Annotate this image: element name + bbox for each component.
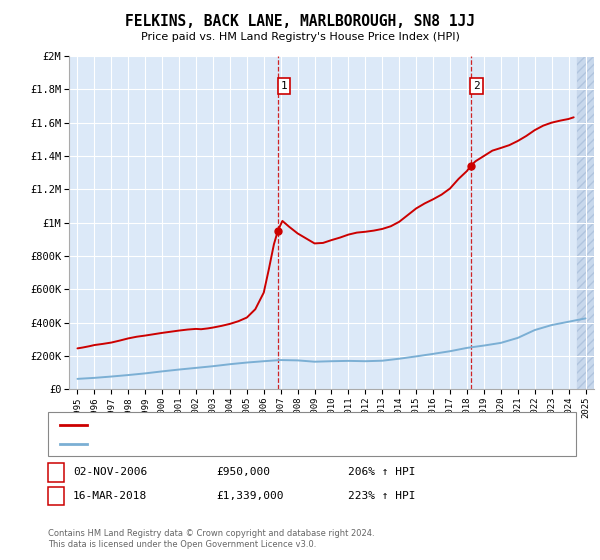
Text: £950,000: £950,000 [216, 468, 270, 477]
Text: HPI: Average price, detached house, Wiltshire: HPI: Average price, detached house, Wilt… [93, 439, 358, 449]
Text: FELKINS, BACK LANE, MARLBOROUGH, SN8 1JJ (detached house): FELKINS, BACK LANE, MARLBOROUGH, SN8 1JJ… [93, 420, 428, 430]
Text: FELKINS, BACK LANE, MARLBOROUGH, SN8 1JJ: FELKINS, BACK LANE, MARLBOROUGH, SN8 1JJ [125, 14, 475, 29]
Bar [577, 56, 594, 389]
Bar [577, 56, 594, 389]
Text: 02-NOV-2006: 02-NOV-2006 [73, 468, 148, 477]
Text: £1,339,000: £1,339,000 [216, 491, 284, 501]
Text: 1: 1 [52, 468, 59, 477]
Text: 1: 1 [280, 81, 287, 91]
Text: Price paid vs. HM Land Registry's House Price Index (HPI): Price paid vs. HM Land Registry's House … [140, 32, 460, 43]
Text: 2: 2 [52, 491, 59, 501]
Text: 223% ↑ HPI: 223% ↑ HPI [348, 491, 415, 501]
Text: Contains HM Land Registry data © Crown copyright and database right 2024.
This d: Contains HM Land Registry data © Crown c… [48, 529, 374, 549]
Text: 206% ↑ HPI: 206% ↑ HPI [348, 468, 415, 477]
Text: 16-MAR-2018: 16-MAR-2018 [73, 491, 148, 501]
Text: 2: 2 [473, 81, 480, 91]
